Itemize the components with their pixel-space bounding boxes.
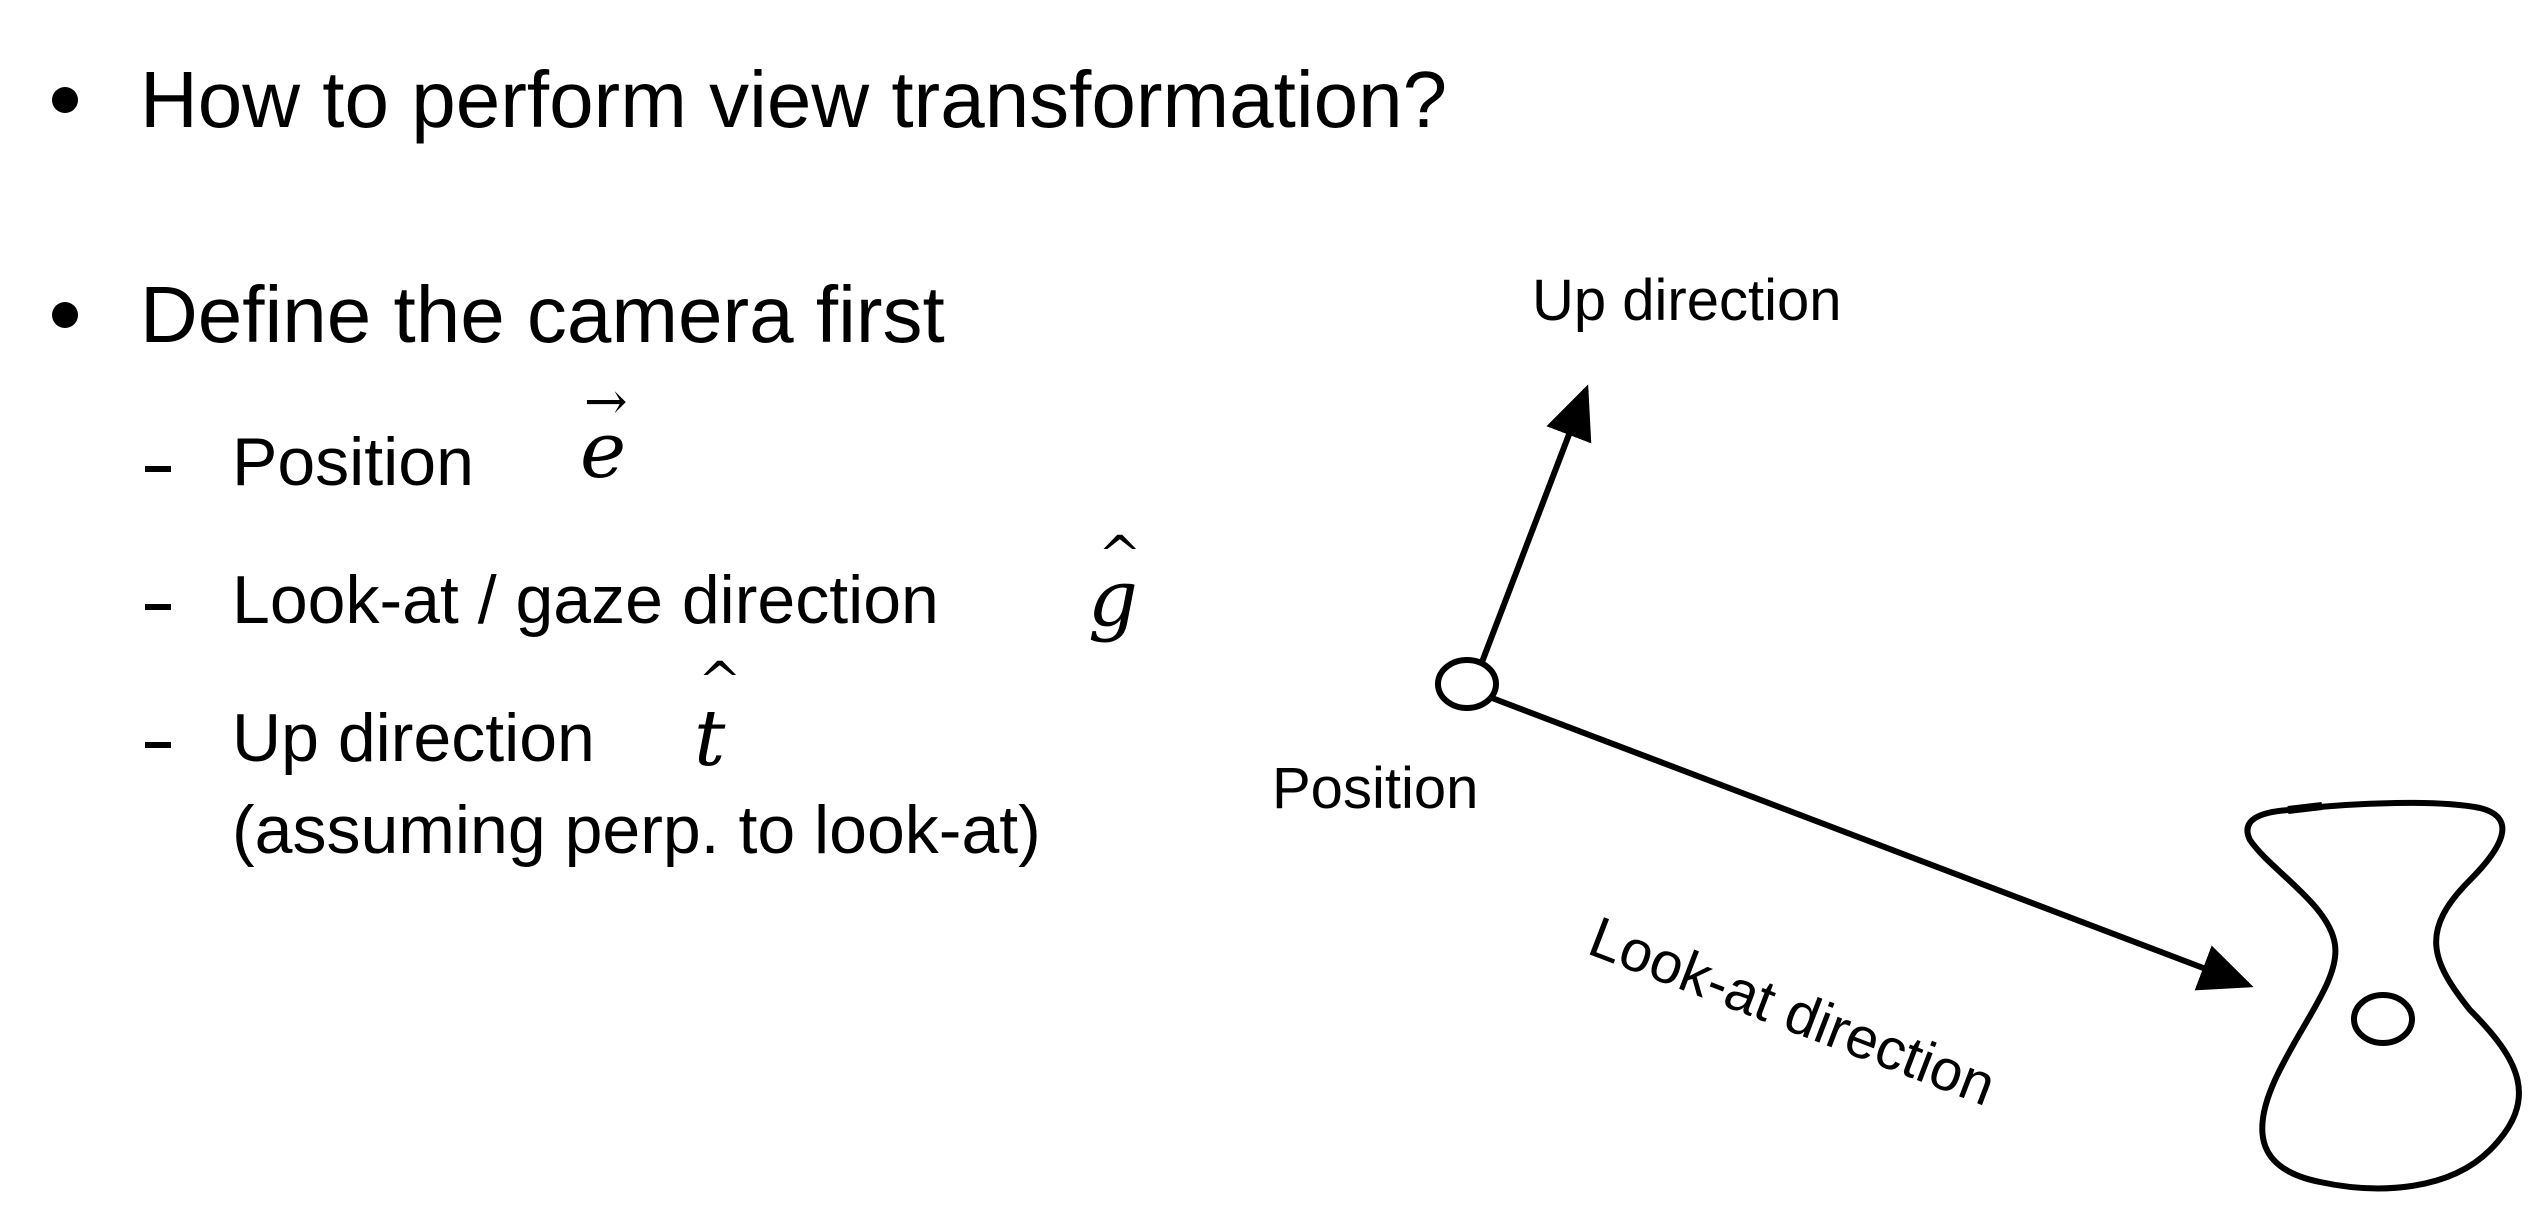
- position-label: Position: [1272, 756, 1479, 821]
- math-symbol-g: g: [1088, 554, 1138, 644]
- sub-item-dash-2: [145, 604, 171, 610]
- lookat-direction-arrow: [1490, 695, 2254, 991]
- bullet-dot-2: [52, 302, 78, 328]
- math-symbol-e: e: [580, 406, 627, 496]
- sub-item-dash-1: [145, 466, 171, 472]
- up-direction-arrow: [1479, 384, 1592, 664]
- sub-item-up-note: (assuming perp. to look-at): [232, 792, 1041, 868]
- camera-position-circle: [1435, 657, 1499, 711]
- math-symbol-e-accent: →: [584, 372, 628, 432]
- math-symbol-g-accent: ^: [1098, 526, 1142, 586]
- scene-object-tick: [2287, 802, 2323, 814]
- sub-item-dash-3: [145, 742, 171, 748]
- scene-object-inner-circle: [2351, 992, 2415, 1046]
- scene-object-shape: [2244, 799, 2522, 1192]
- math-symbol-e-vector: → e: [580, 376, 628, 490]
- sub-item-up-label: Up direction: [232, 700, 595, 776]
- math-symbol-t-hat: ^ t: [694, 656, 742, 778]
- sub-item-position-label: Position: [232, 424, 474, 500]
- math-symbol-t: t: [694, 694, 726, 784]
- math-symbol-g-hat: ^ g: [1088, 530, 1142, 638]
- sub-item-gaze-label: Look-at / gaze direction: [232, 562, 939, 638]
- math-symbol-t-accent: ^: [698, 652, 742, 712]
- bullet-text-define-camera: Define the camera first: [140, 270, 945, 359]
- bullet-dot-1: [52, 87, 78, 113]
- bullet-text-view-transformation: How to perform view transformation?: [140, 55, 1448, 144]
- up-direction-label: Up direction: [1532, 268, 1842, 333]
